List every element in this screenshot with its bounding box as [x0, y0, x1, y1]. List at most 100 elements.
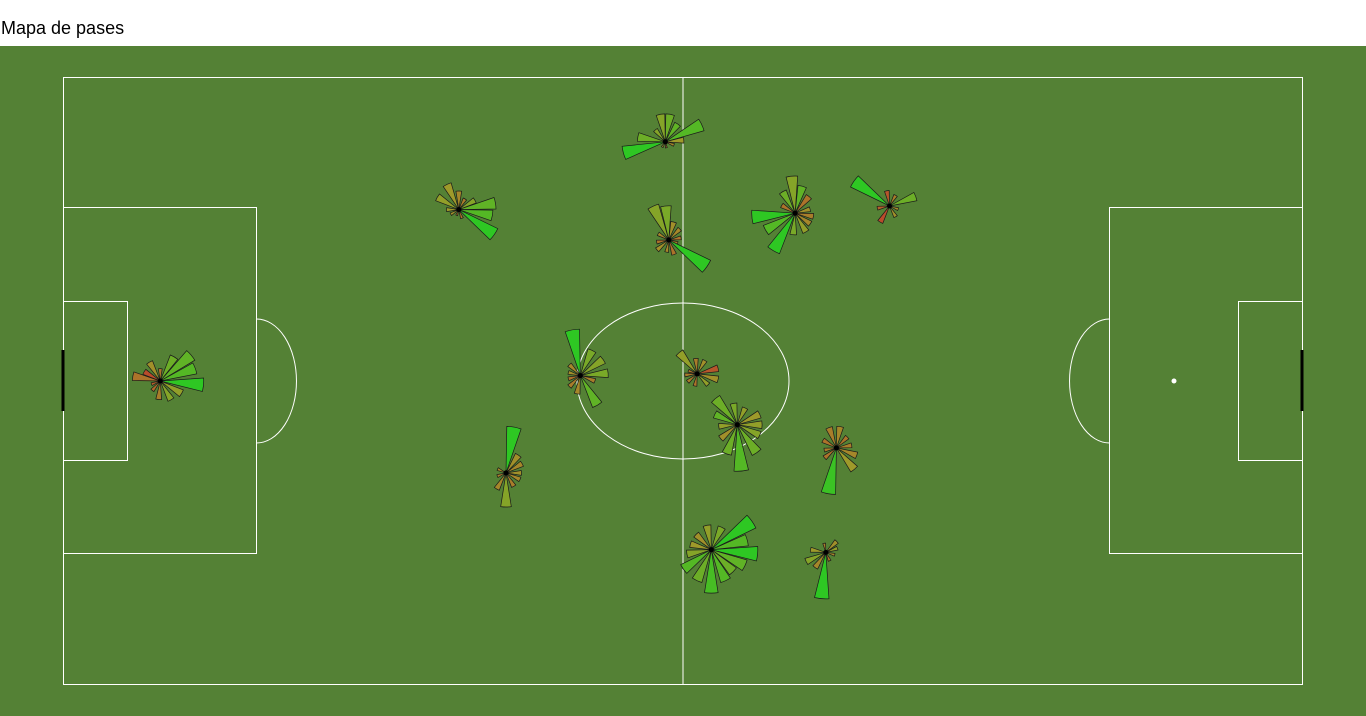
pass-wedge-p13-3	[825, 552, 832, 562]
player-position-p11	[503, 470, 509, 476]
pass-wedge-p9-6	[736, 424, 762, 456]
player-node-p10[interactable]	[820, 425, 859, 495]
right-penalty-arc	[1069, 318, 1110, 444]
pass-wedge-p3-3	[664, 121, 681, 143]
pass-wedge-p8-1	[692, 358, 699, 374]
pass-wedge-p4-8	[664, 239, 670, 253]
pass-wedge-p6-2	[889, 194, 898, 207]
player-node-p11[interactable]	[493, 426, 524, 508]
pass-wedge-p9-9	[718, 424, 738, 442]
pass-wedge-p12-3	[711, 514, 757, 551]
pass-wedge-p10-3	[836, 442, 853, 449]
pass-wedge-p5-7	[794, 212, 810, 234]
player-node-p5[interactable]	[751, 175, 815, 255]
pass-wedge-p5-9	[767, 212, 796, 255]
pass-wedge-p11-9	[496, 467, 507, 474]
pass-wedge-p8-8	[684, 372, 698, 378]
pass-wedge-p2-0	[435, 193, 460, 210]
player-node-p1[interactable]	[132, 350, 205, 402]
pass-wedge-p2-7	[458, 209, 499, 241]
player-position-p3	[662, 139, 668, 145]
pass-wedge-p12-11	[680, 549, 712, 574]
pass-wedge-p3-4	[665, 118, 705, 143]
pass-wedge-p7-6	[573, 375, 581, 395]
pass-wedge-p12-1	[702, 524, 712, 550]
pass-wedge-p2-2	[455, 190, 463, 210]
player-position-p1	[157, 378, 163, 384]
player-node-p2[interactable]	[435, 182, 499, 241]
pass-wedge-p10-1	[836, 425, 844, 449]
pass-wedge-p5-6	[794, 212, 813, 227]
pass-wedge-p5-1	[785, 175, 799, 214]
pass-wedge-p5-3	[794, 194, 812, 214]
player-node-p6[interactable]	[850, 175, 918, 224]
pass-wedge-p12-4	[711, 534, 749, 551]
pass-wedge-p7-1	[579, 348, 597, 376]
player-position-p13	[823, 549, 829, 555]
player-node-p13[interactable]	[804, 539, 839, 600]
player-node-p9[interactable]	[711, 395, 763, 472]
player-node-p12[interactable]	[680, 514, 759, 594]
pass-wedge-p12-7	[711, 549, 737, 576]
pass-wedge-p5-0	[779, 189, 796, 214]
pass-wedge-p8-7	[686, 373, 698, 384]
pass-wedge-p1-12	[150, 380, 161, 386]
pass-wedge-p3-10	[637, 132, 666, 143]
pass-wedge-p13-7	[809, 546, 826, 553]
pass-wedge-p11-0	[505, 426, 522, 474]
chart-title: Mapa de pases	[1, 18, 125, 38]
player-node-p8[interactable]	[675, 349, 720, 387]
player-position-p6	[887, 203, 892, 209]
pass-wedge-p11-4	[505, 472, 522, 483]
player-node-p4[interactable]	[647, 203, 712, 273]
player-position-p12	[708, 547, 714, 553]
pass-wedge-p9-2	[736, 406, 749, 425]
pass-wedge-p13-1	[825, 545, 839, 553]
pass-wedge-p6-3	[889, 192, 918, 207]
pass-wedge-p7-4	[580, 375, 597, 384]
pass-wedge-p8-6	[692, 373, 698, 387]
pass-wedge-p1-4	[159, 354, 179, 382]
pass-wedge-p4-1	[660, 205, 672, 241]
pass-wedge-p10-7	[822, 447, 837, 461]
pass-wedge-p1-8	[160, 380, 184, 398]
player-position-p8	[694, 371, 700, 377]
pass-wedge-p12-5	[711, 546, 759, 562]
pass-wedge-p13-0	[825, 539, 839, 553]
pass-wedge-p11-3	[505, 470, 522, 476]
pass-wedge-p5-5	[794, 212, 815, 220]
pass-wedge-p9-8	[721, 424, 738, 456]
pass-wedge-p10-4	[836, 447, 859, 459]
pass-wedge-p8-3	[697, 364, 720, 375]
pass-wedge-p3-9	[621, 141, 666, 160]
pass-wedge-p2-5	[458, 197, 497, 210]
pass-wedge-p12-13	[689, 540, 712, 551]
pass-wedge-p13-5	[812, 552, 827, 570]
pass-wedge-p2-6	[458, 209, 494, 222]
pass-wedge-p5-4	[794, 206, 811, 214]
pass-wedge-p7-0	[564, 328, 581, 376]
pass-wedge-p1-7	[160, 377, 205, 392]
pass-wedge-p4-6	[668, 239, 712, 273]
player-node-p7[interactable]	[564, 328, 609, 408]
player-node-p3[interactable]	[621, 113, 705, 160]
pass-wedge-p9-1	[729, 402, 738, 425]
pass-wedge-p2-3	[458, 197, 468, 210]
pass-wedge-p9-5	[737, 424, 762, 440]
header: Mapa de pases	[0, 0, 1366, 46]
pass-wedge-p6-5	[889, 205, 898, 219]
pass-wedge-p7-2	[580, 355, 606, 376]
pass-wedge-p2-11	[446, 207, 459, 213]
pass-wedge-p1-5	[160, 350, 196, 382]
pass-wedge-p10-8	[823, 447, 837, 453]
pass-wedge-p1-0	[132, 371, 161, 382]
player-position-p4	[666, 237, 672, 243]
pass-wedge-p8-2	[696, 358, 708, 375]
pass-wedge-p12-12	[686, 549, 712, 559]
pass-wedge-p12-8	[710, 549, 731, 583]
player-position-p7	[577, 373, 583, 379]
pass-wedge-p7-9	[567, 370, 581, 376]
pass-wedge-p4-0	[647, 203, 670, 241]
pass-wedge-p4-7	[668, 239, 677, 256]
pass-wedge-p13-4	[814, 552, 830, 600]
